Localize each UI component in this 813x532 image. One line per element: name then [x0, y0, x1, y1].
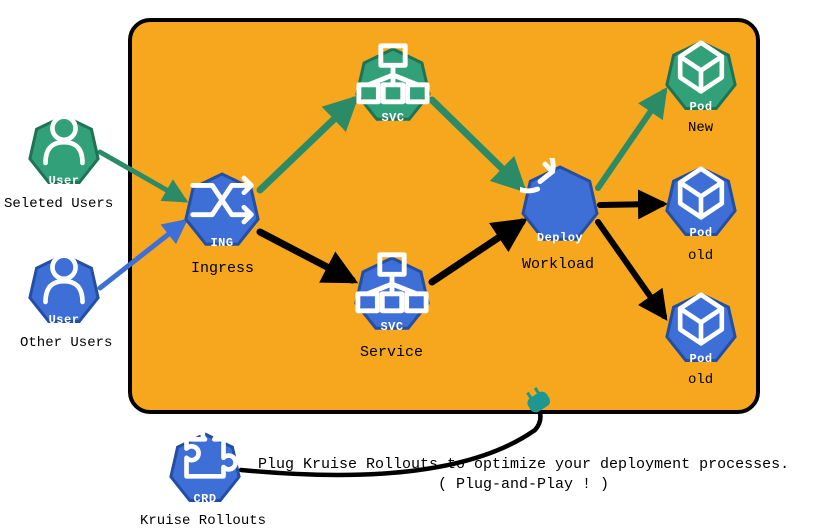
node-pod_new: Pod — [664, 40, 738, 114]
node-label: SVC — [380, 320, 403, 334]
cube-icon — [664, 33, 738, 99]
cycle-icon — [520, 158, 600, 230]
node-ingress: ING — [183, 172, 261, 250]
puzzle-icon — [168, 425, 242, 491]
node-label: Pod — [689, 100, 712, 114]
user-icon — [27, 107, 101, 173]
cube-icon — [664, 159, 738, 225]
shuffle-icon — [183, 165, 261, 235]
caption-other_users: Other Users — [20, 335, 112, 351]
plug-message: Plug Kruise Rollouts to optimize your de… — [258, 455, 789, 496]
node-label: Deploy — [537, 231, 583, 245]
node-crd: CRD — [168, 432, 242, 506]
user-icon — [27, 246, 101, 312]
node-svc_blue: SVC — [353, 256, 431, 334]
node-svc_green: SVC — [354, 47, 432, 125]
tree-icon — [354, 40, 432, 110]
node-label: SVC — [381, 111, 404, 125]
caption-old1: old — [688, 248, 713, 264]
node-pod_old2: Pod — [664, 292, 738, 366]
tree-icon — [353, 249, 431, 319]
node-label: CRD — [193, 492, 216, 506]
node-label: Pod — [689, 352, 712, 366]
node-user_selected: User — [27, 114, 101, 188]
plug-message-line1: Plug Kruise Rollouts to optimize your de… — [258, 456, 789, 473]
caption-workload: Workload — [522, 256, 594, 273]
node-deploy: Deploy — [520, 165, 600, 245]
plug-message-line2: ( Plug-and-Play ! ) — [438, 476, 609, 493]
caption-new: New — [688, 120, 713, 136]
caption-selected_users: Seleted Users — [4, 196, 113, 212]
caption-ingress: Ingress — [191, 260, 254, 277]
node-user_other: User — [27, 253, 101, 327]
caption-service: Service — [360, 344, 423, 361]
caption-kruise: Kruise Rollouts — [140, 513, 266, 529]
node-label: ING — [210, 236, 233, 250]
node-label: Pod — [689, 226, 712, 240]
node-label: User — [49, 313, 80, 327]
node-label: User — [49, 174, 80, 188]
cube-icon — [664, 285, 738, 351]
node-pod_old1: Pod — [664, 166, 738, 240]
caption-old2: old — [688, 372, 713, 388]
